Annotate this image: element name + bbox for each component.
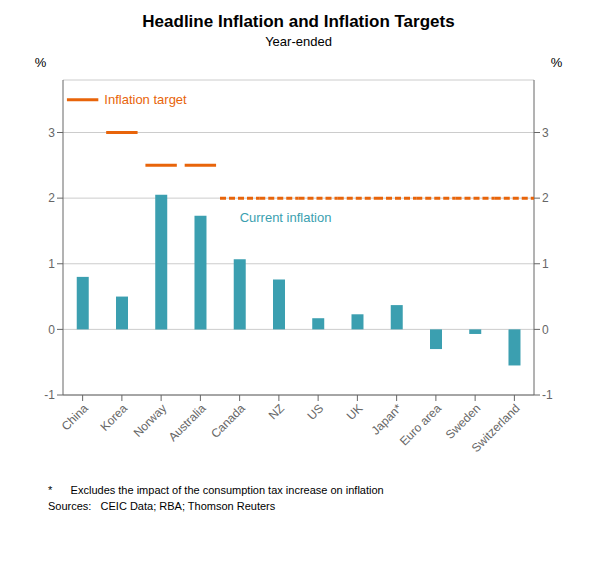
- svg-text:Inflation target: Inflation target: [104, 92, 187, 107]
- svg-text:Australia: Australia: [166, 401, 209, 444]
- svg-text:2: 2: [542, 191, 549, 205]
- svg-text:Current inflation: Current inflation: [240, 210, 332, 225]
- svg-text:1: 1: [48, 257, 55, 271]
- svg-text:0: 0: [48, 323, 55, 337]
- svg-text:-1: -1: [542, 388, 553, 402]
- svg-text:US: US: [305, 401, 327, 423]
- svg-text:Korea: Korea: [97, 401, 130, 434]
- svg-text:-1: -1: [44, 388, 55, 402]
- svg-text:Japan*: Japan*: [368, 401, 405, 438]
- svg-text:China: China: [59, 401, 91, 433]
- svg-text:1: 1: [542, 257, 549, 271]
- svg-text:3: 3: [48, 126, 55, 140]
- html-text:Year-ended: Year-ended: [265, 34, 332, 49]
- html-text:* Excludes the impact of the c: * Excludes the impact of the consumption…: [48, 484, 384, 496]
- svg-text:Sweden: Sweden: [442, 401, 484, 442]
- svg-text:Euro area: Euro area: [397, 401, 444, 448]
- html-text:Headline Inflation and Inflati: Headline Inflation and Inflation Targets: [142, 12, 455, 31]
- svg-text:Switzerland: Switzerland: [469, 401, 523, 455]
- svg-text:Canada: Canada: [208, 401, 248, 441]
- svg-text:2: 2: [48, 191, 55, 205]
- svg-text:3: 3: [542, 126, 549, 140]
- svg-text:NZ: NZ: [266, 401, 287, 422]
- svg-text:0: 0: [542, 323, 549, 337]
- svg-text:UK: UK: [344, 401, 366, 423]
- html-text:Sources: CEIC Data; RBA; Thoms: Sources: CEIC Data; RBA; Thomson Reuters: [48, 500, 276, 512]
- svg-text:Norway: Norway: [131, 401, 170, 440]
